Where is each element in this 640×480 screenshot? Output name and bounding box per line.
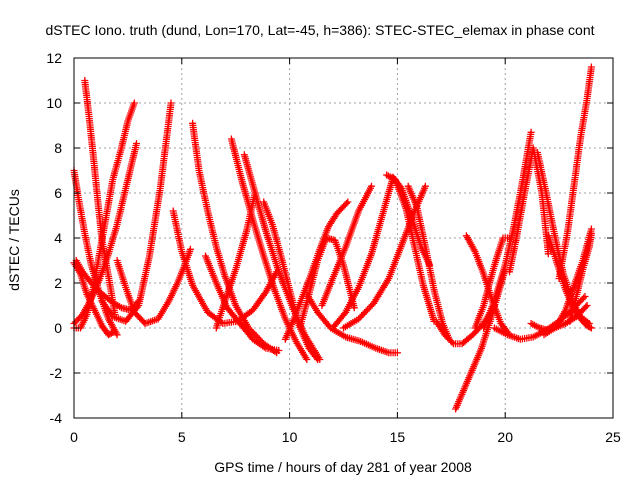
- axis-ticks: 0 5 10 15 20 25 -4 -2 0 2 4 6 8 10 12: [46, 50, 621, 445]
- y-tick-label: 8: [54, 140, 62, 156]
- series-7: [98, 99, 175, 325]
- series-28: [480, 128, 535, 332]
- series-28-markers: [480, 128, 535, 332]
- series-30: [506, 144, 552, 276]
- series-11: [202, 252, 283, 354]
- series-27-markers: [471, 234, 513, 332]
- y-tick-label: 2: [54, 275, 62, 291]
- series-16-markers: [281, 198, 352, 343]
- x-tick-label: 10: [282, 429, 298, 445]
- y-tick-label: 12: [46, 50, 62, 66]
- y-tick-label: 10: [46, 95, 62, 111]
- data-marks: [70, 63, 595, 413]
- x-tick-label: 0: [70, 429, 78, 445]
- series-22: [383, 171, 438, 325]
- grid-lines: [74, 58, 613, 418]
- y-tick-label: 6: [54, 185, 62, 201]
- series-23-markers: [404, 182, 453, 343]
- y-tick-label: -4: [50, 410, 63, 426]
- y-tick-label: 0: [54, 320, 62, 336]
- series-36: [540, 302, 591, 339]
- x-axis-label: GPS time / hours of day 281 of year 2008: [214, 459, 472, 475]
- series-13-markers: [227, 135, 311, 363]
- chart-title: dSTEC Iono. truth (dund, Lon=170, Lat=-4…: [45, 22, 594, 38]
- series-30-markers: [506, 144, 552, 276]
- series-6-markers: [81, 77, 119, 318]
- series-18: [303, 290, 401, 357]
- series-7-markers: [98, 99, 175, 325]
- series-13: [227, 135, 311, 363]
- series-22-markers: [383, 171, 438, 325]
- series-6: [81, 77, 119, 318]
- y-tick-label: 4: [54, 230, 62, 246]
- series-36-markers: [540, 302, 591, 339]
- x-tick-label: 25: [605, 429, 621, 445]
- y-tick-label: -2: [50, 365, 63, 381]
- series-19-markers: [318, 182, 375, 309]
- series-27: [471, 234, 513, 332]
- y-axis-label: dSTEC / TECUs: [6, 189, 22, 291]
- series-16: [281, 198, 352, 343]
- series-11-markers: [202, 252, 283, 354]
- x-tick-label: 15: [390, 429, 406, 445]
- series-25-markers: [452, 266, 509, 413]
- series-34: [555, 63, 595, 282]
- x-tick-label: 20: [497, 429, 513, 445]
- series-25: [452, 266, 509, 413]
- series-23: [404, 182, 453, 343]
- series-34-markers: [555, 63, 595, 282]
- series-18-markers: [303, 290, 401, 357]
- series-19: [318, 182, 375, 309]
- x-tick-label: 5: [178, 429, 186, 445]
